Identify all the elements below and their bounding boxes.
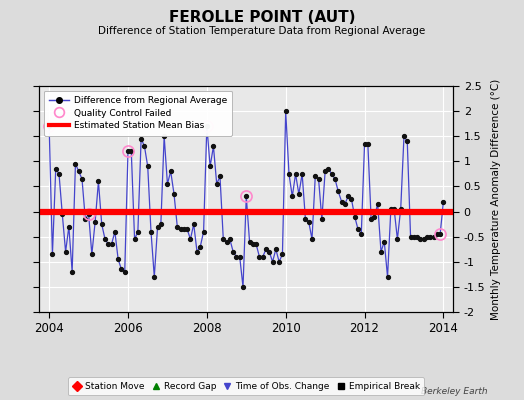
Text: Difference of Station Temperature Data from Regional Average: Difference of Station Temperature Data f…	[99, 26, 425, 36]
Y-axis label: Monthly Temperature Anomaly Difference (°C): Monthly Temperature Anomaly Difference (…	[491, 78, 501, 320]
Legend: Station Move, Record Gap, Time of Obs. Change, Empirical Break: Station Move, Record Gap, Time of Obs. C…	[68, 378, 424, 396]
Text: Berkeley Earth: Berkeley Earth	[421, 387, 487, 396]
Legend: Difference from Regional Average, Quality Control Failed, Estimated Station Mean: Difference from Regional Average, Qualit…	[44, 90, 232, 136]
Text: FEROLLE POINT (AUT): FEROLLE POINT (AUT)	[169, 10, 355, 25]
